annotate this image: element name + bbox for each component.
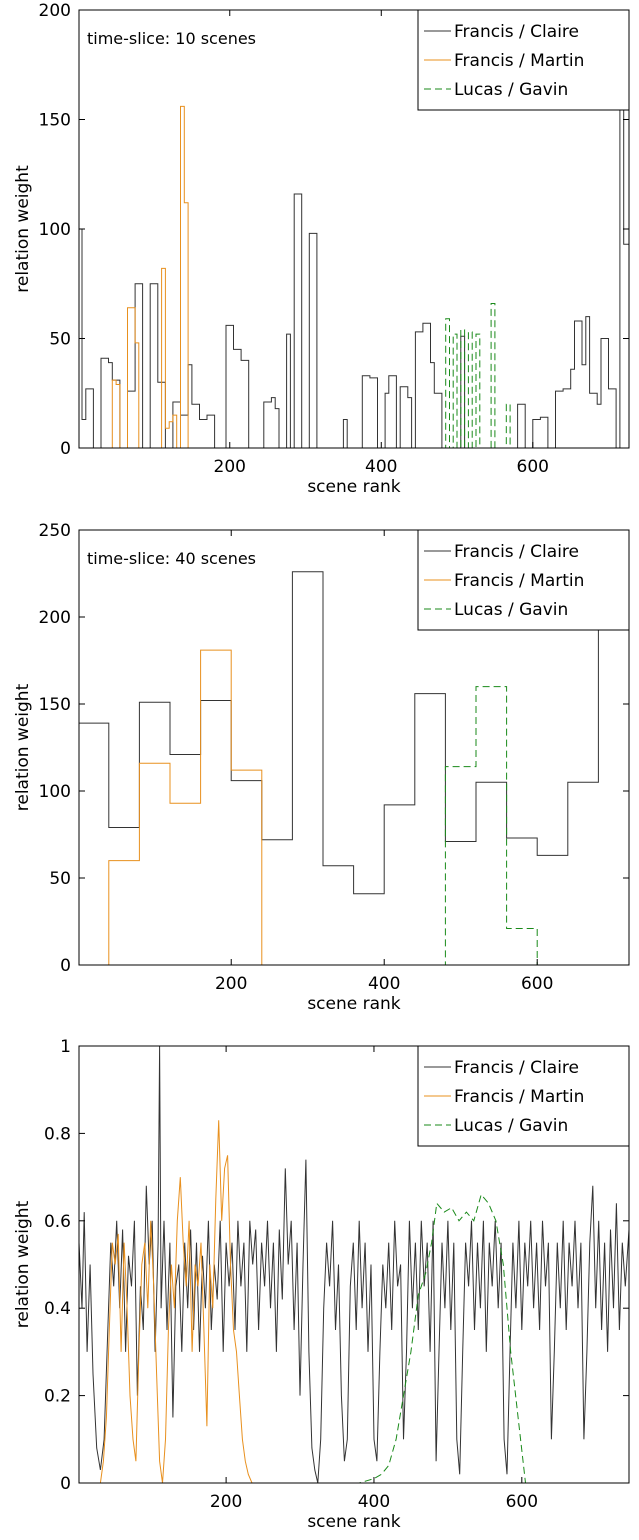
series-line-1 [79,97,629,448]
y-tick-label: 0.4 [44,1299,71,1319]
x-tick-label: 400 [358,1492,390,1512]
series-line-3 [79,686,629,965]
x-tick-label: 400 [368,974,400,994]
series-line-1 [79,571,629,895]
series-line-2 [79,649,629,965]
chart-panel-1: 200 400 600 0 50 100 150 200 scene rank relation … [13,1,630,497]
y-tick-label: 100 [39,782,71,802]
legend-label: Francis / Martin [454,1087,584,1107]
y-tick-label: 1 [60,1037,71,1057]
y-tick-label: 0.6 [44,1212,71,1232]
legend-box [417,529,630,631]
y-tick-label: 200 [39,608,71,628]
y-tick-label: 150 [39,695,71,715]
x-axis-label: scene rank [307,1512,400,1532]
y-tick-label: 0.2 [44,1387,71,1407]
y-tick-label: 0.8 [44,1124,71,1144]
x-tick-label: 400 [365,457,397,477]
y-axis-label: relation weight [13,165,33,293]
legend-box [417,9,630,111]
y-tick-label: 200 [39,1,71,21]
time-slice-annotation: time-slice: 10 scenes [87,29,256,48]
x-tick-label: 600 [521,974,553,994]
chart-panel-2: 200 400 600 0 50 100 150 200 250 scene rank relati… [13,521,630,1014]
legend: Francis / Claire Francis / Martin Lucas / … [417,9,630,111]
legend-label: Lucas / Gavin [454,600,568,620]
x-tick-label: 200 [214,457,246,477]
x-tick-label: 600 [506,1492,538,1512]
legend-label: Francis / Claire [454,1058,579,1078]
y-tick-label: 150 [39,111,71,131]
series-line-3 [79,1193,629,1483]
axes-frame [78,529,630,966]
plot-area [79,97,629,448]
y-tick-label: 100 [39,220,71,240]
y-axis-label: relation weight [13,683,33,811]
y-tick-label: 50 [49,330,71,350]
series-line-2 [79,1120,629,1483]
legend: Francis / Claire Francis / Martin Lucas / … [417,529,630,631]
x-axis-label: scene rank [307,994,400,1014]
y-tick-label: 0 [60,439,71,459]
series-line-2 [79,105,629,448]
legend-label: Lucas / Gavin [454,80,568,100]
legend-label: Francis / Claire [454,542,579,562]
y-tick-label: 0 [60,1474,71,1494]
series-line-1 [79,1046,629,1483]
x-tick-label: 600 [517,457,549,477]
time-slice-annotation: time-slice: 40 scenes [87,549,256,568]
plot-area [79,1046,629,1483]
legend-label: Francis / Claire [454,22,579,42]
x-tick-label: 200 [215,974,247,994]
x-tick-label: 200 [210,1492,242,1512]
y-axis-label: relation weight [13,1200,33,1328]
legend-label: Francis / Martin [454,51,584,71]
legend-label: Francis / Martin [454,571,584,591]
chart-panel-3: 200 400 600 0 0.2 0.4 0.6 0.8 1 scene rank relatio… [13,1037,630,1532]
y-tick-label: 50 [49,869,71,889]
y-tick-label: 0 [60,956,71,976]
x-axis-label: scene rank [307,477,400,497]
plot-area [79,571,629,965]
axes-frame [78,1045,630,1484]
legend: Francis / Claire Francis / Martin Lucas / … [417,1045,630,1147]
legend-box [417,1045,630,1147]
y-tick-label: 250 [39,521,71,541]
legend-label: Lucas / Gavin [454,1116,568,1136]
